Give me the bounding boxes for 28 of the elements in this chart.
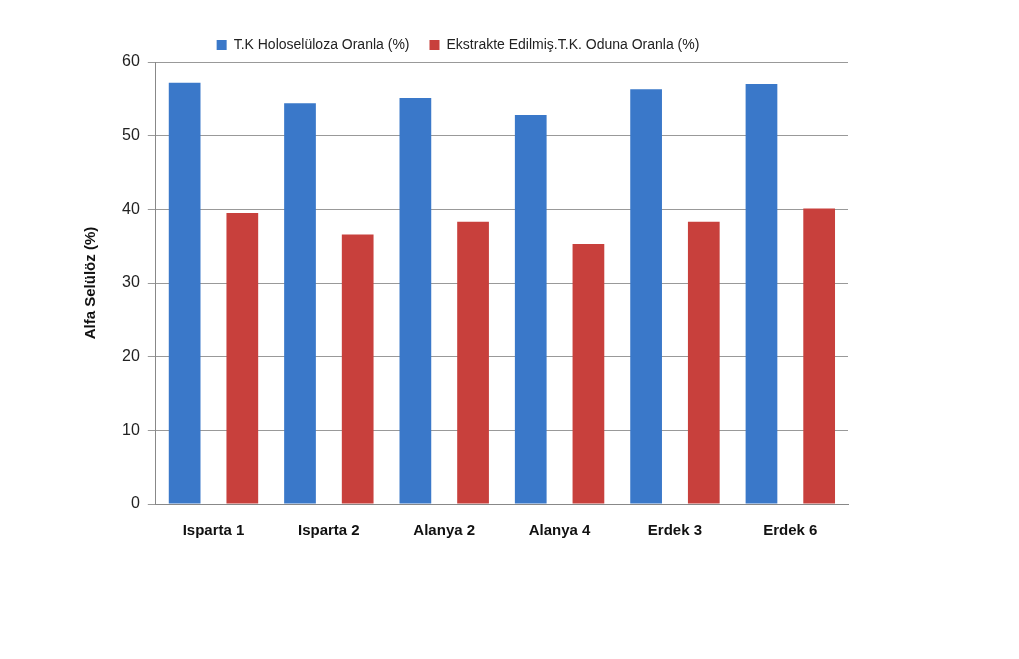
y-tick-label: 40	[122, 199, 140, 217]
bar	[745, 84, 778, 504]
y-tick-label: 0	[130, 494, 140, 512]
x-tick-label: Erdek 3	[647, 521, 703, 539]
x-tick-label: Erdek 6	[763, 521, 818, 539]
y-tick-label: 20	[122, 347, 140, 365]
y-axis-title: Alfa Selülöz (%)	[81, 226, 99, 340]
bar	[572, 243, 605, 504]
x-tick-label: Isparta 1	[182, 521, 245, 539]
y-tick-label: 30	[122, 273, 140, 291]
bar	[630, 89, 662, 504]
bar	[687, 221, 720, 504]
y-tick-label: 60	[122, 52, 140, 70]
bar	[226, 213, 259, 504]
y-tick-label: 10	[122, 420, 140, 438]
x-tick-label: Isparta 2	[298, 521, 360, 539]
bar	[399, 98, 432, 504]
x-tick-label: Alanya 2	[413, 521, 476, 539]
legend-label: Ekstrakte Edilmiş.T.K. Oduna Oranla (%)	[446, 35, 700, 52]
bar	[341, 234, 374, 504]
bar	[168, 82, 201, 504]
bar	[284, 103, 316, 504]
legend-label: T.K Holoselüloza Oranla (%)	[233, 35, 410, 52]
bar	[514, 115, 547, 504]
y-tick-label: 50	[122, 126, 140, 144]
bar	[457, 221, 489, 504]
bar	[803, 208, 836, 504]
x-tick-label: Alanya 4	[528, 521, 592, 539]
